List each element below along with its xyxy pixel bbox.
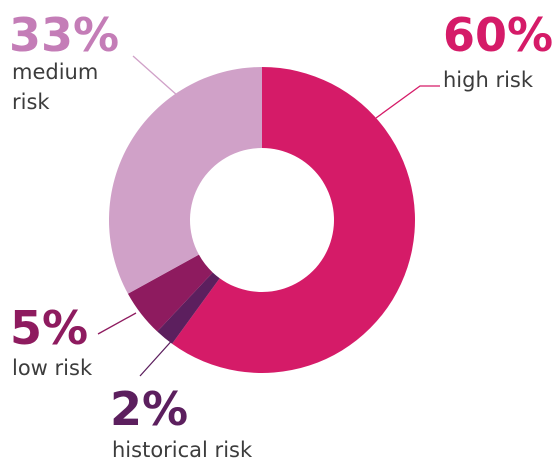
data-label-low-percent: 5% [10, 301, 88, 355]
data-label-medium-line2: risk [12, 90, 50, 114]
data-label-high-percent: 60% [443, 8, 553, 62]
donut-slice-historical [157, 272, 220, 344]
leader-line-low [97, 312, 137, 335]
data-label-historical-percent: 2% [110, 382, 188, 436]
data-label-high-name: high risk [443, 68, 534, 92]
donut-slice-medium [108, 66, 263, 294]
leader-line-high [375, 85, 440, 119]
donut-slice-low [127, 254, 213, 332]
data-label-medium-percent: 33% [9, 8, 119, 62]
donut-slices [108, 66, 415, 373]
data-label-historical-name: historical risk [112, 438, 253, 459]
data-label-medium-name: medium risk [12, 60, 105, 114]
donut-slice-high [172, 67, 415, 373]
leader-line-historical [139, 335, 177, 377]
data-label-low-name: low risk [12, 356, 93, 380]
data-label-medium-line1: medium [12, 60, 98, 84]
leader-line-medium [132, 55, 179, 97]
